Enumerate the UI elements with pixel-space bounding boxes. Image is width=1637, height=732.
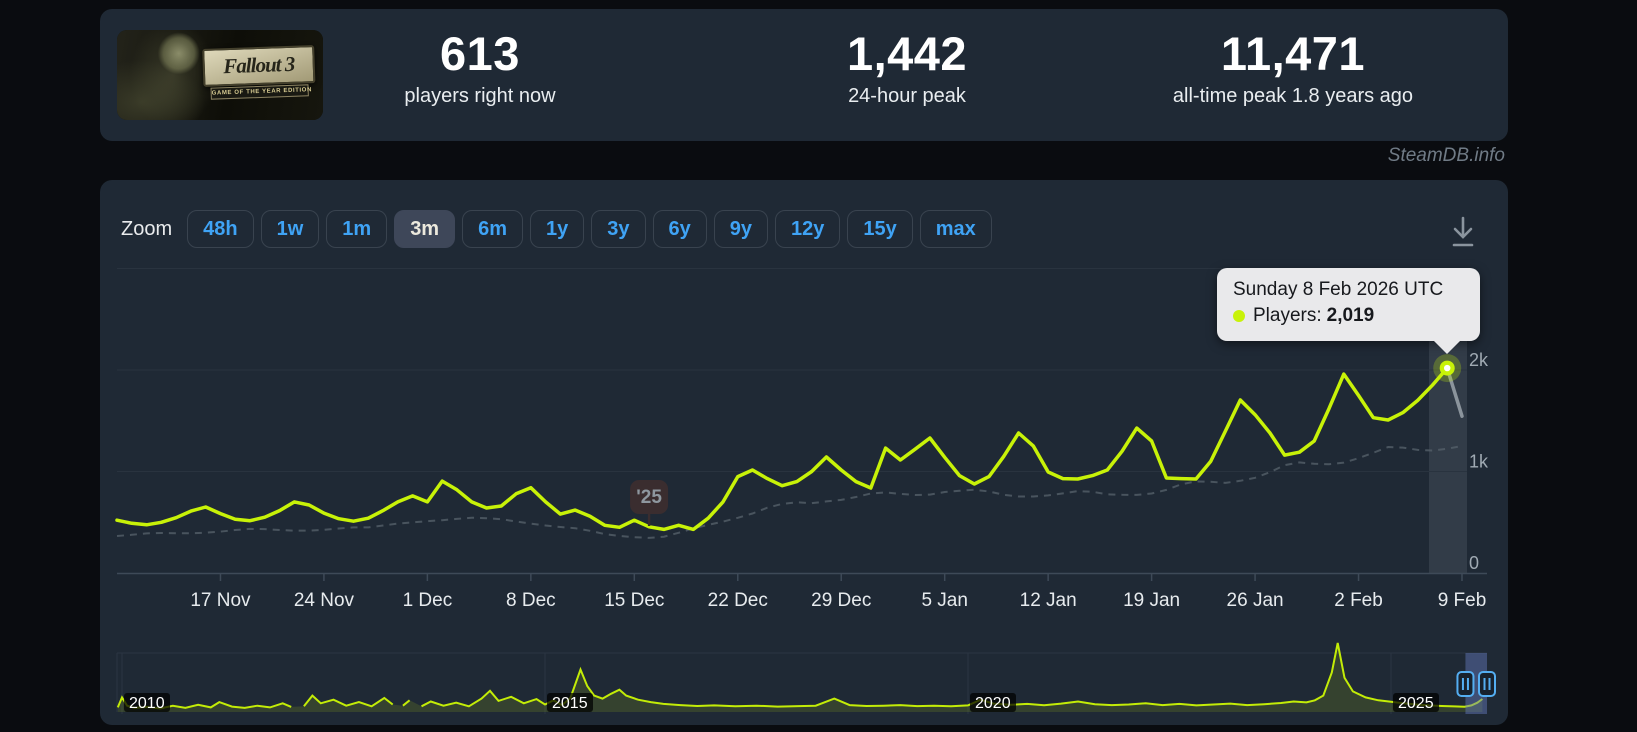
- tooltip-date: Sunday 8 Feb 2026 UTC: [1233, 279, 1444, 300]
- navigator-handle-left[interactable]: [1456, 671, 1475, 697]
- stat-label: 24-hour peak: [848, 85, 966, 107]
- range-button-6y[interactable]: 6y: [652, 210, 707, 248]
- range-button-9y[interactable]: 9y: [713, 210, 768, 248]
- range-button-3m[interactable]: 3m: [394, 210, 456, 248]
- download-button[interactable]: [1445, 212, 1481, 254]
- steamdb-watermark[interactable]: SteamDB.info: [1387, 145, 1505, 166]
- stat-value: 11,471: [1220, 27, 1366, 80]
- range-button-15y[interactable]: 15y: [847, 210, 913, 248]
- stat-label: all-time peak 1.8 years ago: [1172, 85, 1414, 107]
- stat-value: 613: [440, 27, 520, 80]
- range-button-1m[interactable]: 1m: [326, 210, 388, 248]
- chart-toolbar: Zoom 48h 1w 1m 3m 6m 1y 3y 6y 9y 12y 15y max: [121, 210, 992, 248]
- zoom-label: Zoom: [121, 217, 173, 240]
- range-selector: 48h 1w 1m 3m 6m 1y 3y 6y 9y 12y 15y max: [187, 210, 992, 248]
- range-button-48h[interactable]: 48h: [187, 210, 254, 248]
- range-button-max[interactable]: max: [919, 210, 992, 248]
- stat-block: 613 players right now: [290, 27, 670, 108]
- series-dot-icon: [1233, 310, 1245, 322]
- tooltip-players-row: Players: 2,019: [1233, 305, 1464, 327]
- tooltip-value: 2,019: [1326, 305, 1375, 326]
- stats-header-card: Fallout 3 GAME OF THE YEAR EDITION 613 pl…: [100, 9, 1508, 141]
- stat-block: 1,442 24-hour peak: [717, 27, 1097, 108]
- download-icon: [1452, 216, 1474, 247]
- range-button-1w[interactable]: 1w: [260, 210, 320, 248]
- range-button-1y[interactable]: 1y: [530, 210, 585, 248]
- stat-value: 1,442: [846, 27, 968, 80]
- game-banner[interactable]: Fallout 3 GAME OF THE YEAR EDITION: [117, 30, 323, 120]
- range-button-3y[interactable]: 3y: [591, 210, 646, 248]
- stat-block: 11,471 all-time peak 1.8 years ago: [1103, 27, 1483, 108]
- range-button-12y[interactable]: 12y: [775, 210, 841, 248]
- navigator-selection[interactable]: [1465, 653, 1487, 714]
- stat-label: players right now: [404, 85, 556, 107]
- navigator-handle-right[interactable]: [1478, 671, 1496, 697]
- chart-tooltip: Sunday 8 Feb 2026 UTC Players: 2,019: [1217, 268, 1480, 354]
- chart-card: Zoom 48h 1w 1m 3m 6m 1y 3y 6y 9y 12y 15y max: [100, 180, 1508, 725]
- range-button-6m[interactable]: 6m: [462, 210, 523, 248]
- tooltip-series-label: Players:: [1253, 305, 1322, 326]
